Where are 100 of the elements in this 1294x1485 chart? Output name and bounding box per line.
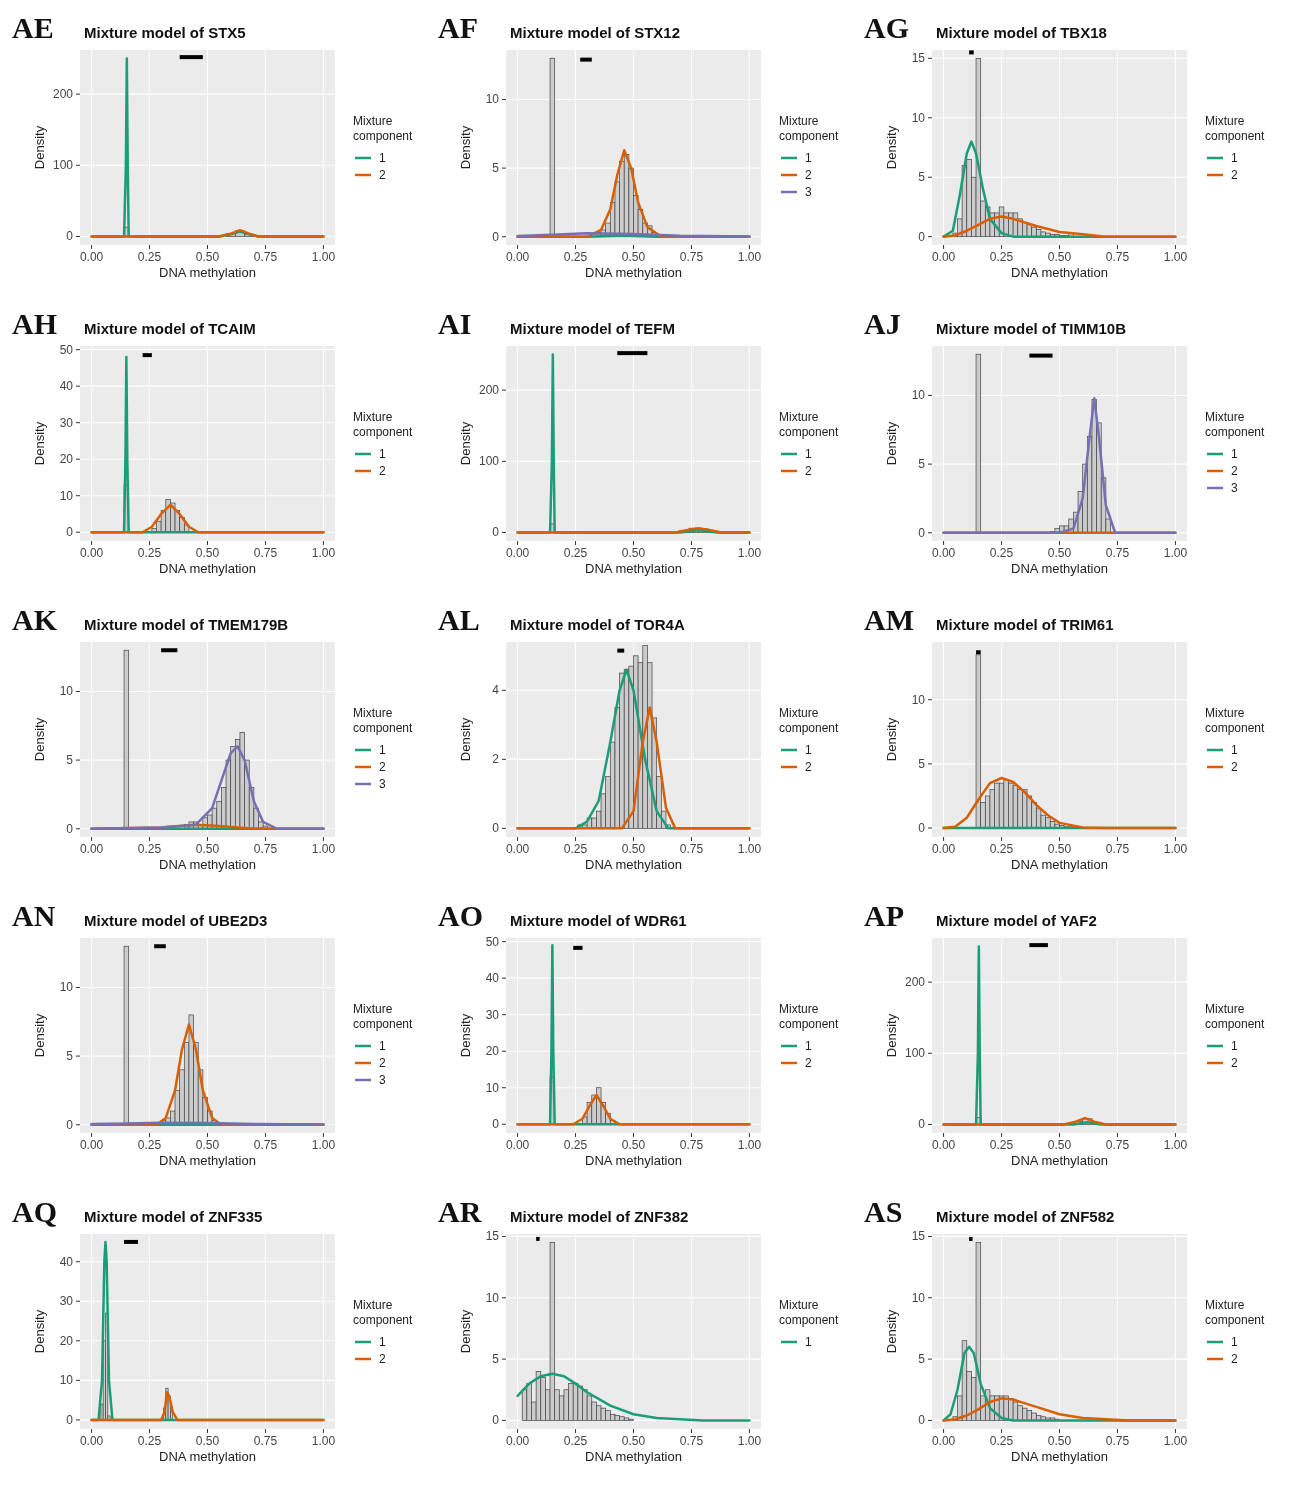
- x-tick-label: 0.00: [505, 1434, 530, 1448]
- x-tick-label: 0.75: [253, 1138, 278, 1152]
- y-tick-label: 200: [478, 383, 500, 398]
- legend-label: 2: [1231, 1056, 1238, 1070]
- chart-title: Mixture model of TBX18: [936, 24, 1107, 41]
- x-tick-label: 0.50: [1047, 546, 1072, 560]
- legend-title: Mixture component: [353, 1002, 414, 1031]
- x-tick-label: 1.00: [1163, 1434, 1188, 1448]
- chart-title: Mixture model of ZNF335: [84, 1208, 263, 1225]
- y-tick-label: 30: [59, 1294, 74, 1309]
- x-tick-label: 0.50: [621, 842, 646, 856]
- y-tick-label: 5: [66, 1049, 74, 1064]
- x-tick-label: 0.00: [931, 1138, 956, 1152]
- x-tick-label: 0.50: [195, 1434, 220, 1448]
- legend-label: 2: [805, 168, 812, 182]
- y-axis-title: Density: [884, 1013, 899, 1058]
- x-tick-label: 0.00: [79, 1138, 104, 1152]
- text: AO: [438, 899, 483, 932]
- y-axis-title: Density: [458, 1013, 473, 1058]
- y-tick-label: 10: [485, 1290, 500, 1305]
- text: AR: [438, 1195, 482, 1228]
- y-tick-label: 40: [59, 379, 74, 394]
- legend-title: Mixture component: [779, 706, 840, 735]
- legend-title: Mixture component: [779, 1002, 840, 1031]
- x-axis-title: DNA methylation: [585, 265, 682, 280]
- legend-label: 3: [379, 1073, 386, 1087]
- x-tick-label: 0.75: [1105, 1434, 1130, 1448]
- x-axis-title: DNA methylation: [159, 265, 256, 280]
- legend-label: 1: [1231, 743, 1238, 757]
- x-tick-label: 1.00: [1163, 842, 1188, 856]
- legend-label: 1: [805, 1039, 812, 1053]
- y-axis-title: Density: [884, 125, 899, 170]
- x-tick-label: 0.00: [931, 250, 956, 264]
- y-tick-label: 2: [492, 752, 500, 767]
- x-tick-label: 0.75: [253, 250, 278, 264]
- legend-label: 2: [805, 760, 812, 774]
- x-tick-label: 0.25: [563, 250, 588, 264]
- chart-title: Mixture model of ZNF582: [936, 1208, 1115, 1225]
- x-tick-label: 0.00: [505, 842, 530, 856]
- text: AL: [438, 603, 480, 636]
- y-tick-label: 100: [52, 158, 74, 173]
- x-tick-label: 0.00: [505, 546, 530, 560]
- x-tick-label: 0.50: [1047, 250, 1072, 264]
- y-tick-label: 0: [918, 1117, 926, 1132]
- x-tick-label: 1.00: [1163, 1138, 1188, 1152]
- x-axis-title: DNA methylation: [159, 1449, 256, 1464]
- legend-title: Mixture component: [353, 1298, 414, 1327]
- x-tick-label: 0.50: [621, 1138, 646, 1152]
- legend-label: 1: [1231, 1335, 1238, 1349]
- chart-title: Mixture model of WDR61: [510, 912, 687, 929]
- y-tick-label: 5: [492, 1352, 500, 1367]
- text: AK: [12, 603, 58, 636]
- text: AE: [12, 11, 54, 44]
- x-axis-title: DNA methylation: [1011, 1449, 1108, 1464]
- x-axis-title: DNA methylation: [585, 857, 682, 872]
- legend-label: 1: [379, 1335, 386, 1349]
- y-tick-label: 5: [66, 753, 74, 768]
- x-axis-title: DNA methylation: [1011, 857, 1108, 872]
- x-tick-label: 0.25: [137, 1138, 162, 1152]
- y-tick-label: 0: [918, 229, 926, 244]
- legend-label: 1: [379, 743, 386, 757]
- legend-label: 3: [805, 185, 812, 199]
- chart-title: Mixture model of ZNF382: [510, 1208, 689, 1225]
- chart-title: Mixture model of TMEM179B: [84, 616, 289, 633]
- legend-label: 1: [379, 1039, 386, 1053]
- legend-label: 2: [805, 464, 812, 478]
- legend-label: 2: [805, 1056, 812, 1070]
- x-tick-label: 0.75: [1105, 546, 1130, 560]
- y-tick-label: 0: [492, 229, 500, 244]
- y-tick-label: 0: [492, 1117, 500, 1132]
- y-tick-label: 30: [485, 1007, 500, 1022]
- chart-title: Mixture model of UBE2D3: [84, 912, 268, 929]
- chart-title: Mixture model of TRIM61: [936, 616, 1114, 633]
- y-axis-title: Density: [458, 125, 473, 170]
- y-tick-label: 4: [492, 683, 500, 698]
- x-tick-label: 0.50: [621, 250, 646, 264]
- x-axis-title: DNA methylation: [159, 1153, 256, 1168]
- legend-label: 1: [805, 151, 812, 165]
- x-tick-label: 0.75: [679, 1138, 704, 1152]
- y-tick-label: 40: [485, 971, 500, 986]
- legend-label: 1: [1231, 447, 1238, 461]
- text: AI: [438, 307, 472, 340]
- x-tick-label: 1.00: [737, 250, 762, 264]
- x-axis-title: DNA methylation: [159, 857, 256, 872]
- legend-title: Mixture component: [1205, 1002, 1266, 1031]
- y-tick-label: 5: [918, 1352, 926, 1367]
- x-tick-label: 1.00: [311, 1434, 336, 1448]
- x-tick-label: 0.00: [931, 546, 956, 560]
- legend-label: 1: [379, 151, 386, 165]
- x-tick-label: 0.75: [253, 842, 278, 856]
- y-tick-label: 200: [904, 975, 926, 990]
- x-tick-label: 1.00: [737, 1138, 762, 1152]
- y-tick-label: 10: [911, 388, 926, 403]
- x-tick-label: 0.25: [137, 1434, 162, 1448]
- x-tick-label: 0.25: [989, 1138, 1014, 1152]
- legend-title: Mixture component: [779, 1298, 840, 1327]
- y-tick-label: 10: [59, 1373, 74, 1388]
- chart-title: Mixture model of TEFM: [510, 320, 675, 337]
- chart-title: Mixture model of TIMM10B: [936, 320, 1127, 337]
- y-tick-label: 5: [918, 756, 926, 771]
